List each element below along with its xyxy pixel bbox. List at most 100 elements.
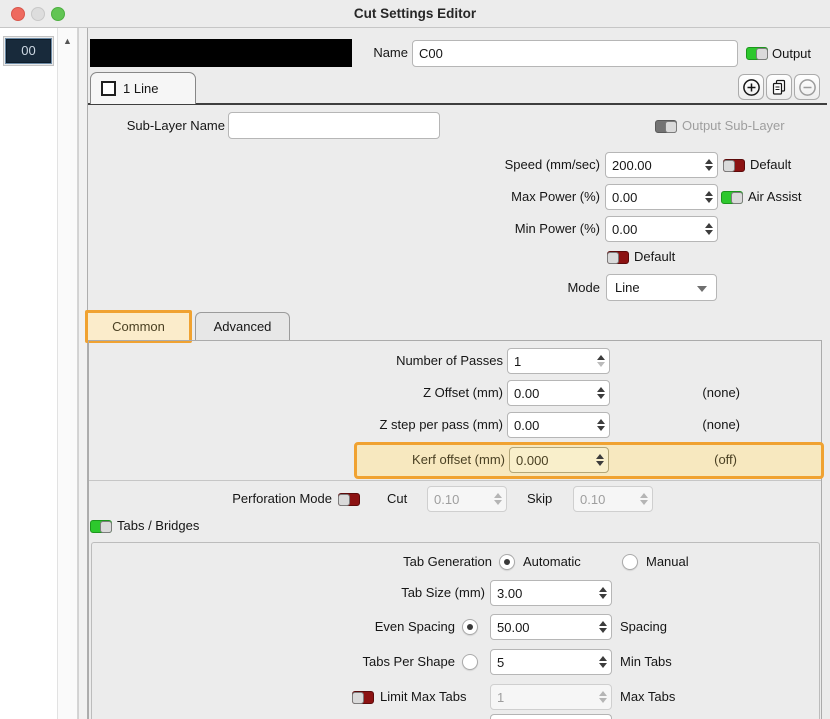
tabs-per-shape-value: 5 [497, 654, 505, 670]
speed-default-toggle[interactable] [723, 159, 745, 172]
tab-size-label: Tab Size (mm) [401, 585, 485, 600]
min-power-value: 0.00 [612, 221, 638, 237]
even-spacing-label: Even Spacing [374, 619, 455, 634]
spinner-arrows[interactable] [594, 615, 611, 639]
scroll-up-icon[interactable]: ▲ [63, 36, 72, 46]
tabs-per-shape-spinner[interactable]: 5 [490, 649, 612, 675]
window-title: Cut Settings Editor [353, 6, 477, 21]
kerf-offset-note: (off) [714, 452, 737, 467]
air-assist-toggle[interactable] [721, 191, 743, 204]
mode-label: Mode [567, 280, 600, 295]
duplicate-sublayer-button[interactable] [766, 74, 792, 100]
even-spacing-radio[interactable] [462, 619, 478, 635]
perforation-mode-label: Perforation Mode [232, 491, 332, 506]
z-offset-spinner[interactable]: 0.00 [507, 380, 610, 406]
z-offset-value: 0.00 [514, 385, 540, 401]
output-sublayer-toggle[interactable] [655, 120, 677, 133]
perforation-skip-spinner: 0.10 [573, 486, 653, 512]
speed-default-label: Default [750, 157, 792, 172]
tab-generation-manual-radio[interactable] [622, 554, 638, 570]
max-tabs-suffix: Max Tabs [620, 689, 676, 704]
air-assist-label: Air Assist [748, 189, 802, 204]
z-step-note: (none) [702, 417, 740, 432]
add-sublayer-button[interactable] [738, 74, 764, 100]
spinner-arrows[interactable] [700, 185, 717, 209]
minimize-window-icon[interactable] [31, 7, 45, 21]
spinner-arrows[interactable] [591, 448, 608, 472]
perforation-cut-label: Cut [387, 491, 408, 506]
spinner-arrows[interactable] [594, 581, 611, 605]
output-toggle[interactable] [746, 47, 768, 60]
layer-list-scrollbar[interactable] [57, 28, 78, 719]
max-power-label: Max Power (%) [511, 189, 600, 204]
zoom-window-icon[interactable] [51, 7, 65, 21]
spinner-arrows [489, 487, 506, 511]
perforation-skip-label: Skip [527, 491, 553, 506]
sublayer-color-checkbox[interactable] [101, 81, 116, 96]
max-power-value: 0.00 [612, 189, 638, 205]
even-spacing-value: 50.00 [497, 619, 530, 635]
layer-list [0, 28, 57, 719]
tabs-bridges-label: Tabs / Bridges [117, 518, 200, 533]
spinner-arrows[interactable] [592, 381, 609, 405]
output-label: Output [772, 46, 812, 61]
splitter[interactable] [78, 28, 88, 719]
name-label: Name [373, 45, 408, 60]
copy-icon [772, 79, 786, 95]
spinner-arrows [594, 685, 611, 709]
output-sublayer-label: Output Sub-Layer [682, 118, 785, 133]
kerf-offset-value: 0.000 [516, 452, 549, 468]
sublayer-name-input[interactable] [228, 112, 440, 139]
z-offset-note: (none) [702, 385, 740, 400]
mode-dropdown[interactable]: Line [606, 274, 717, 301]
circle-plus-icon [742, 78, 760, 96]
spinner-arrows[interactable] [594, 650, 611, 674]
kerf-offset-label: Kerf offset (mm) [412, 452, 505, 467]
separator-line [89, 480, 821, 481]
sublayer-tabbar-line [88, 103, 827, 105]
power-default-toggle[interactable] [607, 251, 629, 264]
tab-generation-label: Tab Generation [403, 554, 492, 569]
chevron-down-icon [697, 286, 707, 292]
tab-size-spinner[interactable]: 3.00 [490, 580, 612, 606]
tab-generation-manual-label: Manual [646, 554, 689, 569]
tabs-per-shape-radio[interactable] [462, 654, 478, 670]
sublayer-tab-label: 1 Line [123, 81, 159, 96]
kerf-offset-spinner[interactable]: 0.000 [509, 447, 609, 473]
spinner-arrows[interactable] [592, 349, 609, 373]
close-window-icon[interactable] [11, 7, 25, 21]
spinner-arrows[interactable] [592, 413, 609, 437]
z-step-label: Z step per pass (mm) [379, 417, 503, 432]
even-spacing-spinner[interactable]: 50.00 [490, 614, 612, 640]
layer-item-00[interactable]: 00 [5, 38, 52, 64]
number-of-passes-value: 1 [514, 353, 522, 369]
tab-common[interactable]: Common [85, 310, 192, 343]
perforation-cut-spinner: 0.10 [427, 486, 507, 512]
layer-color-swatch [90, 39, 352, 67]
z-step-spinner[interactable]: 0.00 [507, 412, 610, 438]
speed-spinner[interactable]: 200.00 [605, 152, 718, 178]
limit-max-tabs-toggle[interactable] [352, 691, 374, 704]
limit-max-tabs-spinner: 1 [490, 684, 612, 710]
spinner-arrows[interactable] [700, 153, 717, 177]
remove-sublayer-button[interactable] [794, 74, 820, 100]
max-power-spinner[interactable]: 0.00 [605, 184, 718, 210]
tab-size-value: 3.00 [497, 585, 523, 601]
tab-generation-automatic-label: Automatic [523, 554, 581, 569]
tabs-bridges-toggle[interactable] [90, 520, 112, 533]
tab-advanced[interactable]: Advanced [195, 312, 290, 340]
tabs-per-shape-label: Tabs Per Shape [362, 654, 455, 669]
perforation-cut-value: 0.10 [434, 491, 460, 507]
tab-generation-automatic-radio[interactable] [499, 554, 515, 570]
common-tab-pane [88, 340, 822, 719]
number-of-passes-label: Number of Passes [396, 353, 503, 368]
min-power-spinner[interactable]: 0.00 [605, 216, 718, 242]
name-input[interactable] [412, 40, 738, 67]
tabs-bridges-groupbox [91, 542, 820, 719]
number-of-passes-spinner[interactable]: 1 [507, 348, 610, 374]
spinner-arrows[interactable] [700, 217, 717, 241]
speed-label: Speed (mm/sec) [504, 157, 600, 172]
sublayer-tab-1-line[interactable]: 1 Line [90, 72, 196, 104]
perforation-mode-toggle[interactable] [338, 493, 360, 506]
limit-max-tabs-value: 1 [497, 689, 505, 705]
